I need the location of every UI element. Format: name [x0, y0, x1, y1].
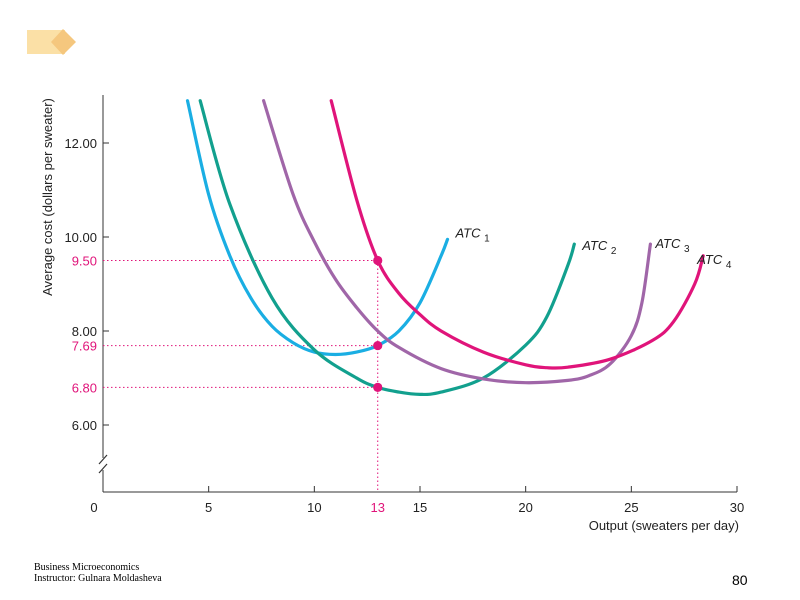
- axis-break-mark: [98, 463, 108, 474]
- decoration-diamond: [51, 29, 76, 55]
- x-tick-label: 25: [624, 500, 638, 515]
- x-axis-label: Output (sweaters per day): [589, 518, 739, 533]
- y-tick-label: 12.00: [64, 136, 97, 151]
- series-atc2-label: ATC 2: [581, 238, 617, 257]
- y-axis-label: Average cost (dollars per sweater): [40, 98, 55, 296]
- x-tick-label: 20: [518, 500, 532, 515]
- series-atc3-label: ATC 3: [654, 236, 690, 255]
- highlight-x-label: 13: [370, 500, 384, 515]
- series-label-text: ATC: [581, 238, 611, 253]
- series-atc2-line: [198, 99, 576, 397]
- series-label-text: ATC: [696, 252, 726, 267]
- slide-footer: Business Microeconomics Instructor: Guln…: [34, 562, 162, 584]
- x-tick-label: 0: [90, 500, 97, 515]
- series-label-subscript: 1: [484, 233, 490, 244]
- series-atc4-label: ATC 4: [696, 252, 732, 271]
- y-tick-label: 8.00: [72, 324, 97, 339]
- slide-decoration-shape: [27, 29, 76, 55]
- y-tick-label: 6.00: [72, 418, 97, 433]
- x-tick-label: 15: [413, 500, 427, 515]
- series-label-subscript: 2: [611, 246, 617, 257]
- series-atc3-line: [262, 99, 652, 385]
- footer-course: Business Microeconomics: [34, 562, 140, 573]
- decoration-rectangle: [27, 30, 65, 54]
- series-label-text: ATC: [654, 236, 684, 251]
- highlight-point: [373, 340, 383, 351]
- footer-instructor: Instructor: Gulnara Moldasheva: [34, 573, 162, 584]
- series-label-text: ATC: [454, 225, 484, 240]
- series-label-subscript: 4: [726, 260, 732, 271]
- y-tick-label: 10.00: [64, 230, 97, 245]
- x-tick-label: 30: [730, 500, 744, 515]
- series-atc1-label: ATC 1: [454, 225, 490, 244]
- page-number: 80: [732, 572, 748, 588]
- x-tick-label: 10: [307, 500, 321, 515]
- series-atc1-line: [185, 99, 450, 357]
- series-atc4-line: [329, 99, 705, 370]
- highlight-y-label: 6.80: [72, 380, 97, 395]
- highlight-point: [373, 382, 383, 392]
- axis-break-mark: [98, 454, 108, 465]
- highlight-y-label: 7.69: [72, 339, 97, 354]
- series-label-subscript: 3: [684, 244, 690, 255]
- highlight-point: [373, 255, 383, 266]
- x-tick-label: 5: [205, 500, 212, 515]
- highlight-y-label: 9.50: [72, 254, 97, 269]
